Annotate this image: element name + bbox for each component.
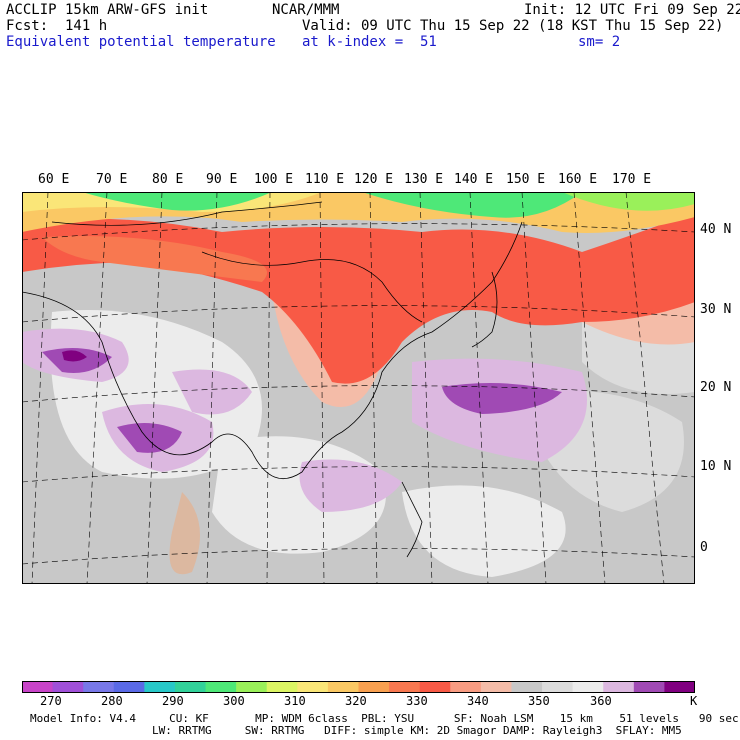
organization: NCAR/MMM (272, 2, 340, 18)
smoothing: sm= 2 (578, 34, 621, 50)
lat-label: 20 N (700, 380, 732, 395)
colorbar-cell (664, 681, 695, 693)
init-time: Init: 12 UTC Fri 09 Sep 22 (524, 2, 740, 18)
field-patch (402, 485, 566, 577)
field-patch (362, 192, 582, 218)
map-frame (22, 192, 695, 584)
field-patch (117, 423, 182, 453)
field-patch (562, 192, 695, 211)
colorbar-cell (113, 681, 145, 693)
valid-time: Valid: 09 UTC Thu 15 Sep 22 (18 KST Thu … (302, 18, 724, 34)
colorbar-tick: 300 (223, 694, 245, 708)
colorbar-cell (480, 681, 512, 693)
colorbar-tick: 270 (40, 694, 62, 708)
coastline (22, 221, 523, 480)
coastline (471, 271, 498, 348)
lon-label: 110 E (305, 172, 345, 187)
colorbar-unit: K (690, 694, 698, 708)
colorbar-cell (511, 681, 543, 693)
field-name: Equivalent potential temperature (6, 34, 276, 50)
field-patch (442, 383, 562, 414)
colorbar-cell (297, 681, 329, 693)
colorbar-cell (52, 681, 84, 693)
colorbar-cell (236, 681, 268, 693)
colorbar-cell (144, 681, 176, 693)
model-info-line1: Model Info: V4.4 CU: KF MP: WDM 6class P… (30, 712, 739, 725)
lat-label: 40 N (700, 222, 732, 237)
colorbar-tick: 290 (162, 694, 184, 708)
field-patch (62, 350, 87, 362)
colorbar-cell (83, 681, 115, 693)
lon-label: 140 E (454, 172, 494, 187)
colorbar-cell (572, 681, 604, 693)
lon-label: 100 E (254, 172, 294, 187)
lon-label: 150 E (506, 172, 546, 187)
colorbar-cell (205, 681, 237, 693)
lon-label: 90 E (206, 172, 238, 187)
lat-label: 0 (700, 540, 708, 555)
field-patch (82, 192, 272, 211)
field-patch (299, 459, 402, 512)
coastline (401, 481, 423, 558)
graticule (22, 192, 695, 584)
lon-label: 80 E (152, 172, 184, 187)
lon-label: 160 E (558, 172, 598, 187)
colorbar-cell (174, 681, 207, 693)
colorbar-tick: 330 (406, 694, 428, 708)
colorbar-tick: 360 (590, 694, 612, 708)
lon-label: 120 E (354, 172, 394, 187)
colorbar-cell (327, 681, 359, 693)
field-patch (42, 236, 267, 282)
lat-label: 30 N (700, 302, 732, 317)
colorbar-tick: 340 (467, 694, 489, 708)
colorbar-cell (419, 681, 451, 693)
colorbar-tick: 350 (528, 694, 550, 708)
lon-label: 60 E (38, 172, 70, 187)
colorbar-cell (358, 681, 390, 693)
lon-label: 130 E (404, 172, 444, 187)
colorbar-cell (633, 681, 665, 693)
model-info-line2: LW: RRTMG SW: RRTMG DIFF: simple KM: 2D … (152, 724, 682, 737)
lon-label: 170 E (612, 172, 652, 187)
colorbar-tick: 320 (345, 694, 367, 708)
forecast-hour: Fcst: 141 h (6, 18, 108, 34)
theta-e-map (22, 192, 695, 584)
border-line (201, 251, 423, 323)
colorbar-cell (389, 681, 421, 693)
model-title: ACCLIP 15km ARW-GFS init (6, 2, 209, 18)
colorbar-cell (450, 681, 482, 693)
colorbar-cell (22, 681, 54, 693)
lat-label: 10 N (700, 459, 732, 474)
colorbar-cell (266, 681, 298, 693)
level-index: at k-index = 51 (302, 34, 437, 50)
colorbar-cell (603, 681, 635, 693)
colorbar (22, 681, 695, 693)
colorbar-tick: 310 (284, 694, 306, 708)
lon-label: 70 E (96, 172, 128, 187)
colorbar-tick: 280 (101, 694, 123, 708)
colorbar-cell (542, 681, 574, 693)
